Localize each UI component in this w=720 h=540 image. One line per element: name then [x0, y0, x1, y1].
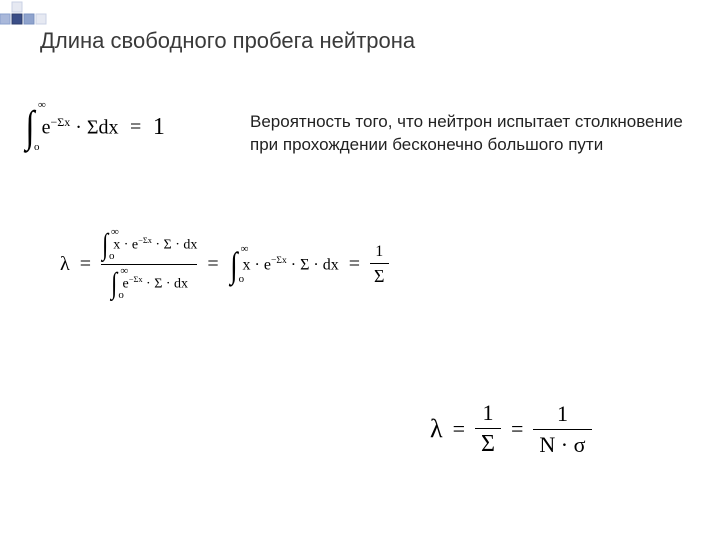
- probability-description: Вероятность того, что нейтрон испытает с…: [250, 105, 690, 157]
- f1-num: 1: [475, 400, 501, 428]
- f2-den: N · σ: [533, 429, 591, 458]
- corner-decoration: [0, 0, 160, 26]
- num-upper: ∞: [111, 226, 119, 238]
- rhs-num: 1: [370, 243, 388, 263]
- integrand: e−Σx · Σdx: [42, 115, 119, 140]
- frac-1-sigma: 1 Σ: [475, 400, 501, 458]
- mid-pre: x · e: [243, 256, 271, 273]
- num-pre: x · e: [113, 238, 138, 253]
- formula-integral-equals-one: ∞ ∫ o e−Σx · Σdx = 1: [20, 105, 250, 185]
- exp: −Σx: [50, 115, 70, 129]
- sigma-dx: Σdx: [87, 116, 119, 138]
- equals-2: =: [207, 253, 218, 276]
- equals: =: [130, 116, 141, 139]
- mid-integrand: x · e−Σx · Σ · dx: [243, 255, 339, 274]
- f2-num: 1: [533, 401, 591, 429]
- f1-den: Σ: [475, 428, 501, 458]
- limit-lower: o: [34, 141, 40, 153]
- formula-lambda-derivation: λ = ∞ ∫ o x · e−Σx · Σ · dx ∞ ∫ o e−Σx ·…: [60, 230, 580, 350]
- row-probability: ∞ ∫ o e−Σx · Σdx = 1 Вероятность того, ч…: [20, 105, 690, 185]
- rhs-den: Σ: [370, 263, 388, 287]
- num-integrand: x · e−Σx · Σ · dx: [113, 236, 197, 254]
- mid-post: · Σ · dx: [287, 256, 339, 273]
- equals-4: =: [453, 416, 465, 442]
- mid-integral-sign: ∫: [230, 247, 237, 283]
- dot: ·: [75, 116, 82, 138]
- mid-exp: −Σx: [271, 255, 287, 266]
- limit-upper: ∞: [38, 99, 46, 111]
- deco-svg: [0, 0, 160, 26]
- den-post: · Σ · dx: [143, 277, 188, 292]
- lambda-3: λ: [430, 414, 443, 444]
- mid-upper: ∞: [241, 243, 249, 255]
- den-exp: −Σx: [129, 275, 143, 284]
- den-integral-sign: ∫: [111, 269, 117, 299]
- equals-1: =: [80, 253, 91, 276]
- den-integrand: e−Σx · Σ · dx: [123, 275, 189, 293]
- num-lower: o: [109, 250, 115, 262]
- formula-lambda-result: λ = 1 Σ = 1 N · σ: [430, 400, 690, 470]
- den-upper: ∞: [120, 265, 128, 277]
- den-lower: o: [118, 289, 124, 301]
- equals-5: =: [511, 416, 523, 442]
- frac-1-n-sigma: 1 N · σ: [533, 401, 591, 458]
- one-over-sigma: 1 Σ: [370, 243, 388, 287]
- mid-lower: o: [239, 273, 245, 285]
- rhs-one: 1: [153, 114, 165, 141]
- num-exp: −Σx: [138, 236, 152, 245]
- num-post: · Σ · dx: [152, 238, 197, 253]
- big-fraction: ∞ ∫ o x · e−Σx · Σ · dx ∞ ∫ o e−Σx · Σ ·…: [101, 230, 197, 299]
- lambda: λ: [60, 253, 70, 276]
- slide-title: Длина свободного пробега нейтрона: [40, 28, 415, 54]
- equals-3: =: [349, 253, 360, 276]
- num-integral-sign: ∫: [102, 230, 108, 260]
